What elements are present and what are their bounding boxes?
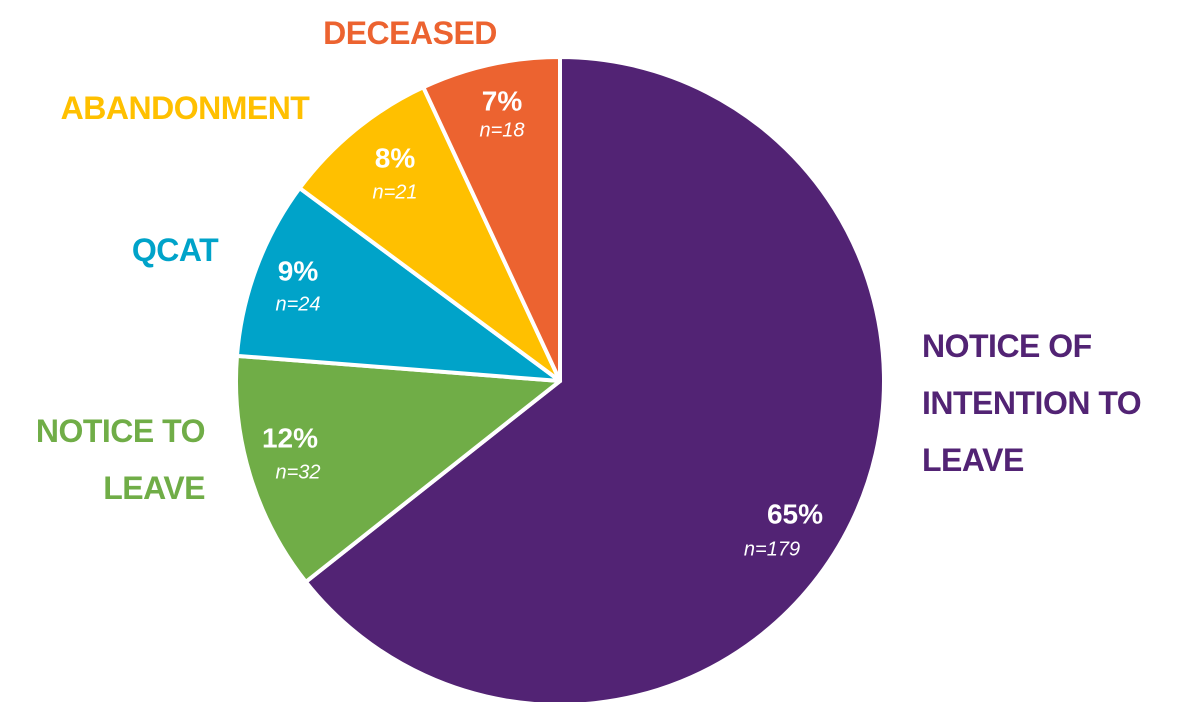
pie-slice xyxy=(421,55,562,383)
pie-slice xyxy=(234,353,562,584)
pie-slice xyxy=(297,85,562,383)
count-label: n=21 xyxy=(372,181,417,203)
percent-label: 65% xyxy=(767,498,823,529)
percent-label: 9% xyxy=(278,255,319,286)
count-label: n=32 xyxy=(275,461,320,483)
percent-label: 7% xyxy=(482,85,523,116)
count-label: n=24 xyxy=(275,293,320,315)
percent-label: 12% xyxy=(262,422,318,453)
category-label: NOTICE OF INTENTION TO LEAVE xyxy=(922,328,1142,478)
percent-label: 8% xyxy=(375,142,416,173)
pie-slice xyxy=(303,55,886,702)
count-label: n=18 xyxy=(479,119,524,141)
category-label: DECEASED xyxy=(323,15,497,51)
category-label: QCAT xyxy=(131,232,219,268)
category-label: NOTICE TO LEAVE xyxy=(35,413,206,506)
category-label: ABANDONMENT xyxy=(60,90,310,126)
pie-slice xyxy=(234,186,562,383)
count-label: n=179 xyxy=(744,538,800,560)
